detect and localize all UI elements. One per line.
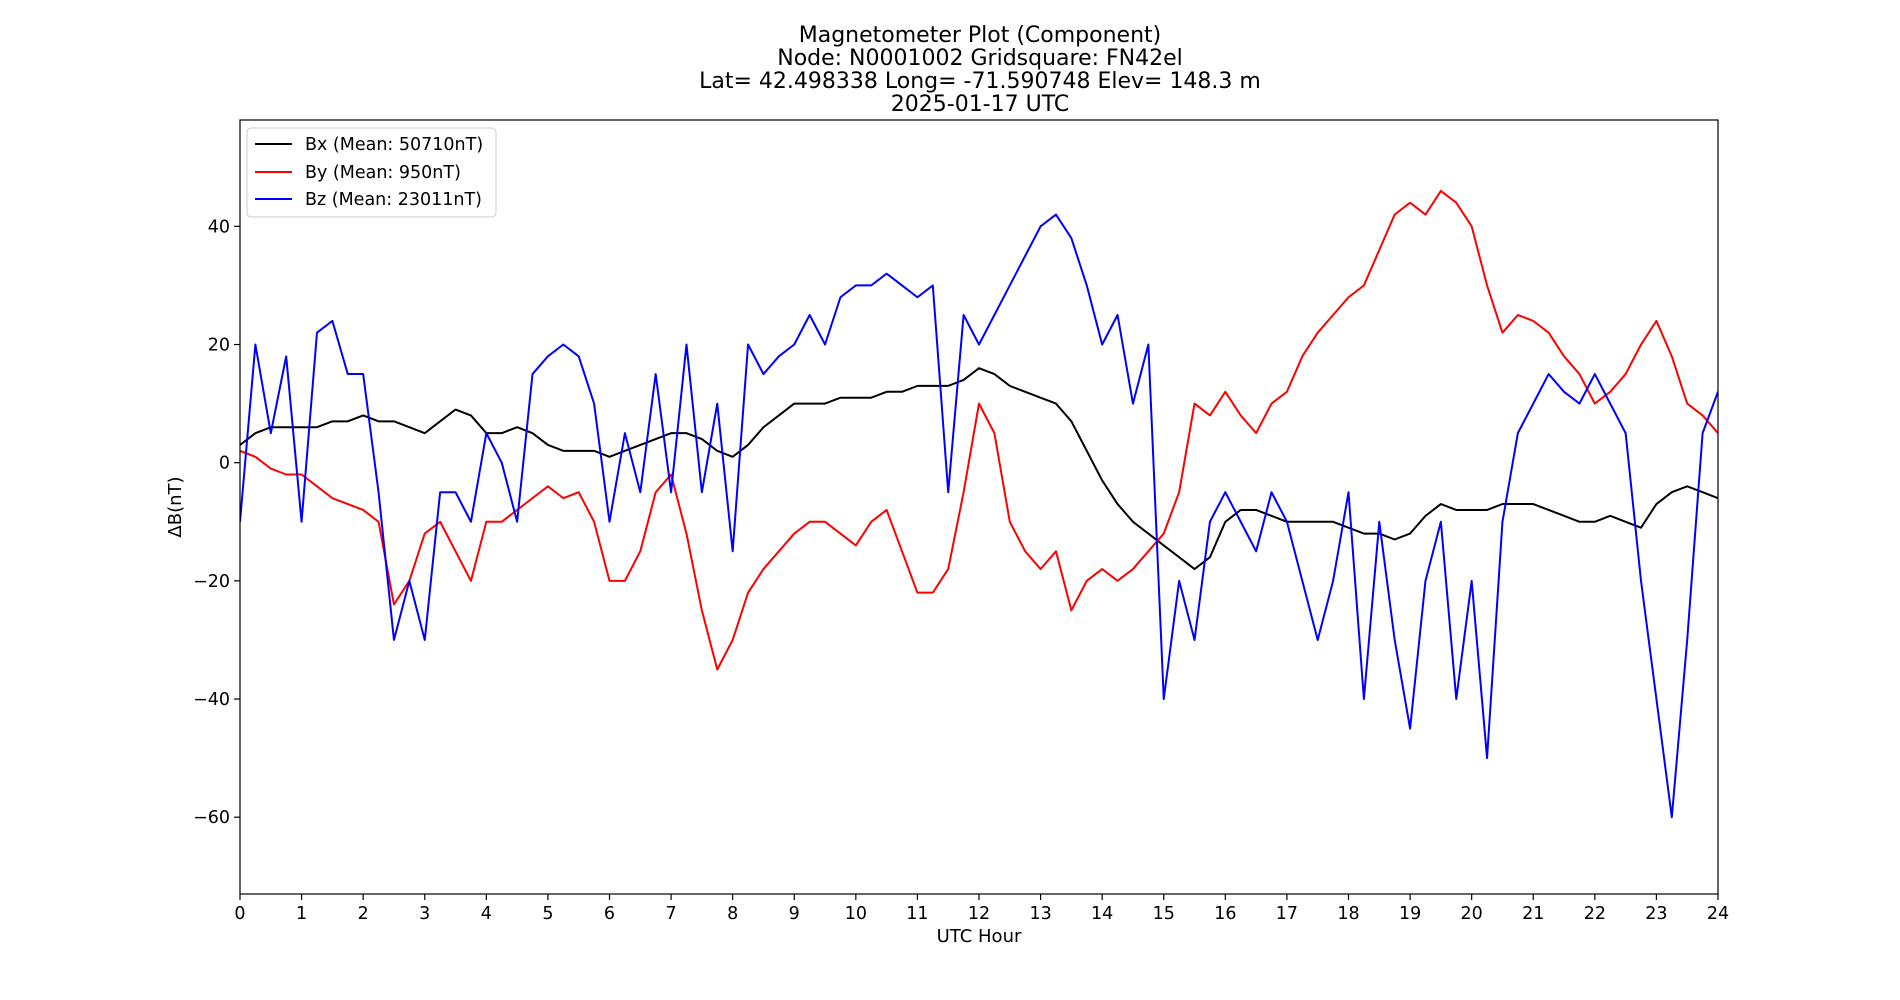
x-tick-label: 18 xyxy=(1337,904,1359,924)
x-axis-ticks: 0 1 2 3 4 5 6 7 8 9 10 11 12 13 14 15 16 17 18 19 20 21 22 23 24 xyxy=(234,894,1729,924)
x-tick-label: 2 xyxy=(358,904,369,924)
y-axis-label: ΔB(nT) xyxy=(165,476,186,537)
x-tick-label: 17 xyxy=(1276,904,1298,924)
series-line-by xyxy=(240,189,1718,671)
legend-box xyxy=(246,127,497,218)
x-tick-label: 14 xyxy=(1091,904,1113,924)
x-tick-label: 10 xyxy=(845,904,867,924)
y-tick-label: −20 xyxy=(193,572,230,592)
x-tick-label: 1 xyxy=(296,904,307,924)
x-tick-label: 20 xyxy=(1461,904,1483,924)
x-tick-label: 0 xyxy=(234,904,245,924)
x-axis-label: UTC Hour xyxy=(937,926,1022,947)
legend-label-bz: Bz (Mean: 23011nT) xyxy=(305,190,482,210)
x-tick-label: 24 xyxy=(1707,904,1729,924)
y-tick-label: −40 xyxy=(193,690,230,710)
x-tick-label: 6 xyxy=(604,904,615,924)
x-tick-label: 16 xyxy=(1214,904,1236,924)
title-line-1: Magnetometer Plot (Component) xyxy=(799,23,1162,48)
x-tick-label: 21 xyxy=(1522,904,1544,924)
legend-label-by: By (Mean: 950nT) xyxy=(305,163,461,183)
title-line-3: Lat= 42.498338 Long= -71.590748 Elev= 14… xyxy=(699,69,1261,94)
legend: Bx (Mean: 50710nT) By (Mean: 950nT) Bz (… xyxy=(246,127,497,218)
x-tick-label: 7 xyxy=(666,904,677,924)
x-tick-label: 23 xyxy=(1645,904,1667,924)
y-tick-label: 40 xyxy=(208,217,230,237)
y-axis-ticks: −60 −40 −20 0 20 40 xyxy=(193,217,240,828)
chart-title: Magnetometer Plot (Component) Node: N000… xyxy=(699,23,1261,117)
title-line-4: 2025-01-17 UTC xyxy=(891,92,1069,117)
series-line-bz xyxy=(240,213,1718,819)
y-tick-label: 20 xyxy=(208,336,230,356)
title-line-2: Node: N0001002 Gridsquare: FN42el xyxy=(777,46,1183,71)
x-tick-label: 5 xyxy=(542,904,553,924)
x-tick-label: 22 xyxy=(1584,904,1606,924)
legend-label-bx: Bx (Mean: 50710nT) xyxy=(305,135,483,155)
x-tick-label: 4 xyxy=(481,904,492,924)
x-tick-label: 13 xyxy=(1029,904,1051,924)
series-line-bx xyxy=(240,367,1718,571)
y-tick-label: 0 xyxy=(219,454,230,474)
series-layer xyxy=(240,189,1718,819)
x-tick-label: 11 xyxy=(906,904,928,924)
x-tick-label: 19 xyxy=(1399,904,1421,924)
x-tick-label: 12 xyxy=(968,904,990,924)
x-tick-label: 3 xyxy=(419,904,430,924)
x-tick-label: 8 xyxy=(727,904,738,924)
y-tick-label: −60 xyxy=(193,808,230,828)
x-tick-label: 15 xyxy=(1153,904,1175,924)
x-tick-label: 9 xyxy=(789,904,800,924)
